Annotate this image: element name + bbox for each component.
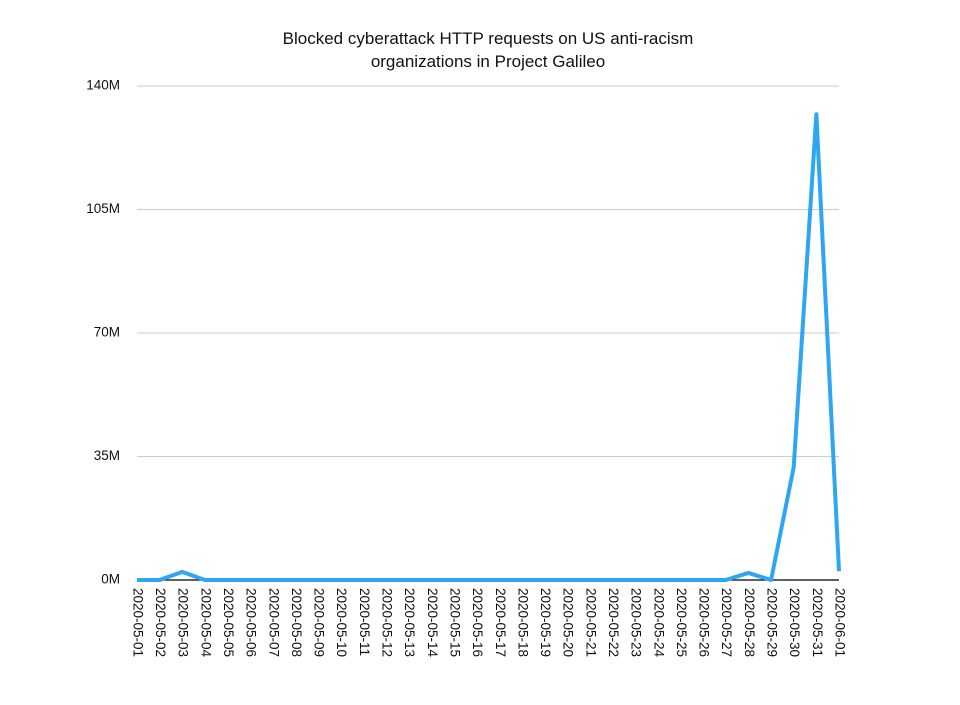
x-tick-label: 2020-05-01	[130, 588, 145, 657]
x-tick-label: 2020-05-04	[198, 588, 213, 658]
x-tick-label: 2020-05-24	[651, 588, 666, 658]
x-tick-label: 2020-06-01	[832, 588, 847, 657]
x-tick-label: 2020-05-27	[719, 588, 734, 657]
x-tick-label: 2020-05-02	[153, 588, 168, 657]
x-tick-label: 2020-05-06	[244, 588, 259, 657]
x-tick-label: 2020-05-16	[470, 588, 485, 657]
x-tick-label: 2020-05-25	[674, 588, 689, 657]
x-tick-label: 2020-05-19	[538, 588, 553, 657]
y-tick-label: 140M	[86, 78, 120, 93]
x-tick-label: 2020-05-09	[312, 588, 327, 657]
x-tick-label: 2020-05-21	[583, 588, 598, 657]
x-tick-label: 2020-05-18	[515, 588, 530, 657]
x-tick-label: 2020-05-20	[561, 588, 576, 657]
x-tick-label: 2020-05-03	[176, 588, 191, 657]
y-tick-label: 35M	[94, 448, 120, 463]
x-tick-label: 2020-05-29	[765, 588, 780, 657]
x-tick-label: 2020-05-22	[606, 588, 621, 657]
x-tick-label: 2020-05-10	[334, 588, 349, 657]
chart-title: Blocked cyberattack HTTP requests on US …	[282, 29, 694, 71]
x-tick-label: 2020-05-31	[810, 588, 825, 657]
x-tick-label: 2020-05-11	[357, 588, 372, 656]
x-tick-label: 2020-05-15	[447, 588, 462, 657]
x-tick-label: 2020-05-23	[629, 588, 644, 657]
x-tick-label: 2020-05-17	[493, 588, 508, 657]
x-tick-label: 2020-05-08	[289, 588, 304, 657]
y-tick-label: 70M	[94, 325, 120, 340]
x-tick-label: 2020-05-14	[425, 588, 440, 658]
x-tick-label: 2020-05-07	[266, 588, 281, 657]
y-tick-label: 105M	[86, 201, 120, 216]
x-tick-label: 2020-05-13	[402, 588, 417, 657]
x-tick-label: 2020-05-12	[380, 588, 395, 657]
data-line	[137, 112, 841, 582]
y-tick-label: 0M	[101, 572, 120, 587]
x-tick-label: 2020-05-28	[742, 588, 757, 657]
x-tick-label: 2020-05-26	[697, 588, 712, 657]
x-tick-label: 2020-05-30	[787, 588, 802, 657]
x-tick-label: 2020-05-05	[221, 588, 236, 657]
